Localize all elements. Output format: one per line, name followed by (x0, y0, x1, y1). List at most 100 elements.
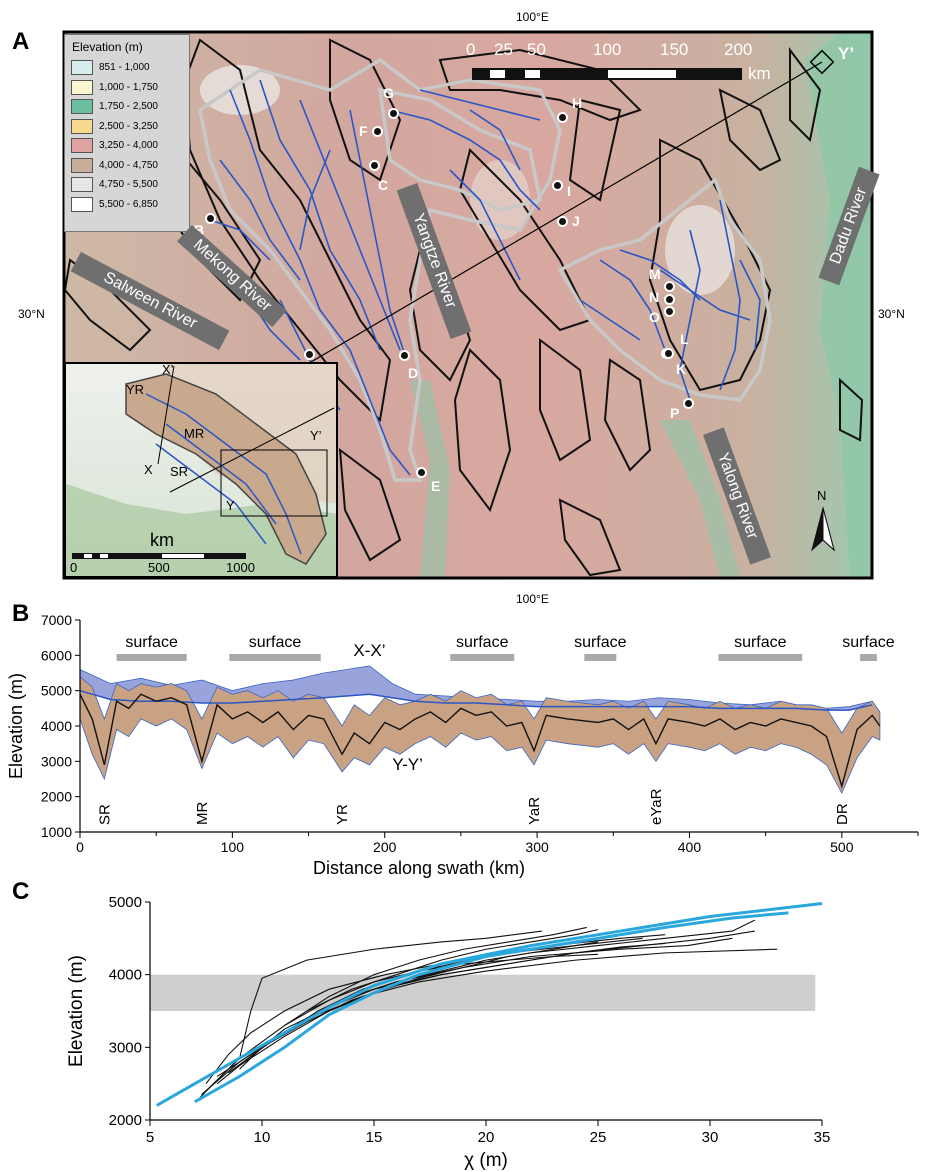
map-point-marker (416, 467, 427, 478)
y-axis-label: Elevation (m) (6, 673, 26, 779)
inset-label-yprime: Y’ (310, 428, 322, 443)
legend-item: 4,000 - 4,750 (71, 156, 189, 176)
elevation-band (150, 974, 816, 1011)
x-axis-label: χ (m) (464, 1150, 508, 1171)
legend-swatch (71, 157, 93, 173)
legend-label: 2,500 - 3,250 (99, 120, 158, 132)
map-coord-right: 30°N (878, 307, 905, 321)
map-coord-left: 30°N (18, 307, 45, 321)
map-point-marker (369, 160, 380, 171)
scalebar-tick-200: 200 (724, 40, 753, 59)
inset-label-xprime: X’ (162, 362, 174, 377)
inset-scale-tick-1000: 1000 (226, 560, 255, 575)
y-tick-label: 5000 (109, 894, 142, 911)
swath-profile-chart: surface surface surface surface surface surfa… (6, 612, 919, 878)
inset-map: X’ YR MR SR X Y Y’ km 0 500 1000 (64, 362, 338, 578)
map-coord-top: 100°E (516, 10, 549, 24)
legend-item: 1,000 - 1,750 (71, 78, 189, 98)
chi-profile-black (216, 942, 666, 1077)
x-tick-label: 0 (76, 839, 84, 855)
surface-bar (718, 654, 803, 661)
surface-label: surface (842, 634, 895, 651)
y-tick-label: 2000 (109, 1112, 142, 1129)
scalebar-tick-50: 50 (527, 40, 546, 59)
inset-scale-tick-0: 0 (70, 560, 78, 575)
series-label-yy: Y-Y’ (392, 755, 423, 774)
map-point-marker (664, 306, 675, 317)
x-tick-label: 100 (221, 839, 245, 855)
x-tick-label: 500 (830, 839, 854, 855)
inset-label-y: Y (226, 498, 235, 513)
inset-label-yr: YR (126, 382, 145, 397)
profile-river-label: DR (834, 803, 851, 825)
map-point-marker (683, 398, 694, 409)
legend-item: 1,750 - 2,500 (71, 97, 189, 117)
y-tick-label: 7000 (41, 612, 72, 628)
inset-label-x: X (144, 462, 153, 477)
panel-label-c: C (12, 878, 30, 905)
legend-label: 5,500 - 6,850 (99, 198, 158, 210)
chi-plot-chart: 2000 3000 4000 5000 5 10 15 20 25 30 35 χ (m) Elevat… (66, 894, 831, 1171)
map-point-label: M (649, 266, 661, 282)
panel-label-a: A (12, 28, 30, 55)
scalebar-tick-0: 0 (466, 40, 476, 59)
map-point-marker (664, 281, 675, 292)
x-tick-label: 20 (478, 1129, 495, 1146)
legend-swatch (71, 79, 93, 95)
y-tick-label: 3000 (109, 1039, 142, 1056)
map-point-label: B (194, 222, 205, 238)
y-tick-label: 1000 (41, 824, 72, 840)
map-point-label: N (649, 289, 660, 305)
surface-label: surface (574, 634, 627, 651)
x-tick-label: 35 (814, 1129, 831, 1146)
map-point-label: O (649, 309, 660, 325)
map-point-label: P (670, 405, 680, 421)
x-tick-label: 10 (254, 1129, 271, 1146)
x-tick-label: 25 (590, 1129, 607, 1146)
legend-item: 5,500 - 6,850 (71, 195, 189, 215)
legend-label: 4,750 - 5,500 (99, 179, 158, 191)
legend-label: 4,000 - 4,750 (99, 159, 158, 171)
map-point-label: C (378, 177, 389, 193)
map-coord-bottom: 100°E (516, 592, 549, 606)
map-point-label: D (408, 365, 419, 381)
surface-bar (116, 654, 187, 661)
surface-bar (860, 654, 877, 661)
x-tick-label: 400 (678, 839, 702, 855)
swath-yy-mean-line (79, 693, 881, 789)
north-label: N (817, 488, 827, 503)
inset-scale-unit: km (150, 530, 174, 550)
swath-yy-band (79, 675, 881, 795)
map-point-label: G (383, 85, 394, 101)
legend-swatch (71, 177, 93, 193)
map-point-label: J (572, 213, 580, 229)
x-tick-label: 5 (146, 1129, 154, 1146)
scalebar-tick-25: 25 (494, 40, 513, 59)
y-tick-label: 5000 (41, 683, 72, 699)
y-tick-label: 4000 (109, 967, 142, 984)
surface-label: surface (456, 634, 509, 651)
y-tick-label: 4000 (41, 718, 72, 734)
map-point-marker (399, 350, 410, 361)
map-point-marker (664, 294, 675, 305)
legend-label: 851 - 1,000 (99, 62, 150, 74)
legend-label: 1,750 - 2,500 (99, 101, 158, 113)
profile-river-label: eYaR (648, 788, 665, 825)
profile-end-label: Y’ (838, 44, 855, 63)
map-point-marker (388, 108, 399, 119)
legend-swatch (71, 118, 93, 134)
profile-river-label: YaR (526, 797, 543, 825)
surface-label: surface (734, 634, 787, 651)
legend-swatch (71, 60, 93, 76)
surface-label: surface (249, 634, 302, 651)
inset-label-mr: MR (184, 426, 205, 441)
scalebar-tick-150: 150 (660, 40, 689, 59)
profile-river-label: YR (334, 804, 351, 825)
panel-label-b: B (12, 600, 30, 627)
swath-xx-line (79, 689, 873, 711)
chi-profile-blue (155, 901, 823, 1107)
map-point-label: H (572, 95, 583, 111)
chi-profile-blue (194, 911, 789, 1104)
chi-profile-black (205, 926, 587, 1092)
y-tick-label: 2000 (41, 789, 72, 805)
